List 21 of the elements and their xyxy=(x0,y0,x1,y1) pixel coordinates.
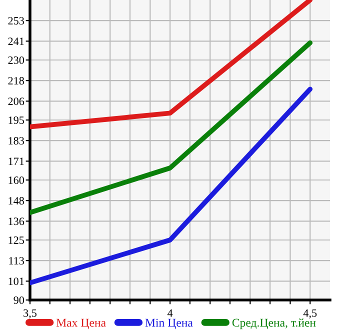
x-tick-label: 4 xyxy=(167,309,173,317)
y-tick-label: 125 xyxy=(8,236,24,244)
y-tick-label: 195 xyxy=(8,116,24,124)
y-tick-label: 90 xyxy=(14,296,24,304)
y-tick-label: 230 xyxy=(8,56,24,64)
y-tick-label: 101 xyxy=(8,278,24,286)
x-tick-label: 4,5 xyxy=(303,309,317,318)
y-tick-label: 171 xyxy=(8,158,24,165)
y-tick-label: 148 xyxy=(8,197,24,205)
legend-label: Сред.Цена, т.йен xyxy=(232,318,316,330)
y-tick-label: 183 xyxy=(8,137,24,145)
y-tick-label: 136 xyxy=(8,218,24,226)
y-tick-label: 241 xyxy=(8,38,24,45)
y-tick-label: 206 xyxy=(8,98,24,106)
y-tick-label: 253 xyxy=(8,17,24,25)
y-tick-label: 218 xyxy=(8,77,24,85)
x-tick-label: 3,5 xyxy=(24,309,37,318)
legend-label: Max Цена xyxy=(56,318,106,330)
y-tick-label: 113 xyxy=(9,257,24,265)
legend-label: Min Цена xyxy=(145,318,193,330)
y-tick-label: 160 xyxy=(8,176,24,184)
